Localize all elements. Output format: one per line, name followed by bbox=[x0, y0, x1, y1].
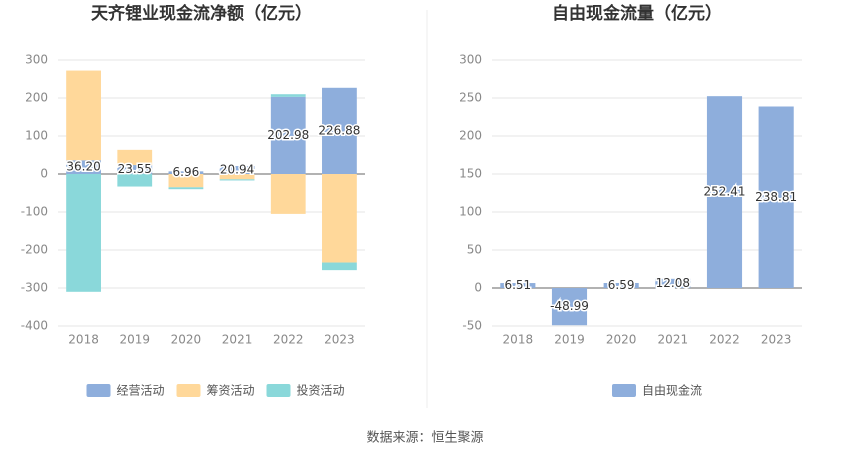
bar bbox=[66, 160, 101, 174]
legend-label: 投资活动 bbox=[297, 383, 345, 398]
value-label: 6.59 bbox=[608, 278, 635, 292]
bar bbox=[66, 70, 101, 161]
x-tick-label: 2021 bbox=[222, 333, 253, 347]
bar bbox=[219, 174, 255, 180]
legend-swatch bbox=[612, 384, 636, 397]
bar bbox=[500, 283, 536, 288]
source: 数据来源：恒生聚源 bbox=[366, 431, 483, 446]
legend-label: 自由现金流 bbox=[642, 383, 702, 398]
bar bbox=[168, 174, 204, 188]
bar bbox=[168, 187, 204, 190]
value-label: 6.96 bbox=[173, 165, 200, 179]
legend-label: 筹资活动 bbox=[207, 384, 255, 398]
x-tick-label: 2018 bbox=[503, 333, 534, 347]
legend-swatch bbox=[86, 384, 111, 397]
x-tick-label: 2019 bbox=[554, 333, 585, 347]
bar bbox=[322, 262, 357, 271]
value-label: 226.88 bbox=[318, 123, 360, 137]
x-tick-label: 2019 bbox=[119, 333, 150, 347]
value-label: -48.99 bbox=[550, 299, 589, 313]
y-tick-label: -300 bbox=[21, 281, 48, 295]
bar bbox=[270, 96, 306, 174]
bar bbox=[758, 106, 794, 289]
chart-title: 自由现金流量（亿元） bbox=[552, 3, 722, 24]
bar bbox=[117, 174, 153, 187]
bar bbox=[219, 179, 255, 181]
x-tick-label: 2018 bbox=[68, 333, 99, 347]
y-tick-label: 50 bbox=[467, 243, 482, 257]
y-tick-label: 150 bbox=[459, 167, 482, 181]
y-tick-label: 300 bbox=[459, 53, 482, 67]
y-tick-label: -400 bbox=[21, 319, 48, 333]
bar bbox=[551, 288, 588, 326]
bar bbox=[322, 174, 357, 263]
legend-label: 经营活动 bbox=[117, 384, 165, 398]
bar bbox=[603, 282, 639, 288]
bar bbox=[168, 171, 204, 174]
value-label: 202.98 bbox=[267, 128, 309, 142]
bar bbox=[117, 149, 153, 166]
value-label: 238.81 bbox=[755, 190, 797, 204]
value-label: 36.20 bbox=[66, 160, 100, 174]
x-tick-label: 2022 bbox=[709, 333, 740, 347]
legend-swatch bbox=[266, 384, 291, 397]
value-label: 20.94 bbox=[220, 163, 254, 177]
value-label: 6.51 bbox=[504, 278, 531, 292]
bar bbox=[66, 174, 101, 292]
value-label: 252.41 bbox=[704, 185, 746, 199]
y-tick-label: -200 bbox=[21, 243, 48, 257]
bar bbox=[655, 278, 691, 288]
bar bbox=[322, 87, 357, 174]
x-tick-label: 2020 bbox=[606, 333, 637, 347]
x-tick-label: 2021 bbox=[658, 333, 689, 347]
bar bbox=[270, 94, 306, 97]
y-tick-label: -50 bbox=[462, 319, 482, 333]
value-label: 12.08 bbox=[656, 276, 690, 290]
y-tick-label: 200 bbox=[459, 129, 482, 143]
bar bbox=[117, 165, 153, 174]
y-tick-label: 100 bbox=[459, 205, 482, 219]
bar bbox=[219, 166, 255, 174]
y-tick-label: 0 bbox=[474, 281, 482, 295]
bar bbox=[270, 174, 306, 214]
x-tick-label: 2020 bbox=[171, 333, 202, 347]
chart-title: 天齐锂业现金流净额（亿元） bbox=[91, 3, 312, 24]
y-tick-label: 100 bbox=[25, 129, 48, 143]
x-tick-label: 2023 bbox=[324, 333, 355, 347]
y-tick-label: 0 bbox=[40, 167, 48, 181]
y-tick-label: -100 bbox=[21, 205, 48, 219]
x-tick-label: 2023 bbox=[761, 333, 792, 347]
y-tick-label: 200 bbox=[25, 91, 48, 105]
value-label: 23.55 bbox=[118, 162, 152, 176]
y-tick-label: 300 bbox=[25, 53, 48, 67]
legend-swatch bbox=[176, 384, 201, 397]
bar bbox=[706, 96, 743, 289]
y-tick-label: 250 bbox=[459, 91, 482, 105]
x-tick-label: 2022 bbox=[273, 333, 304, 347]
